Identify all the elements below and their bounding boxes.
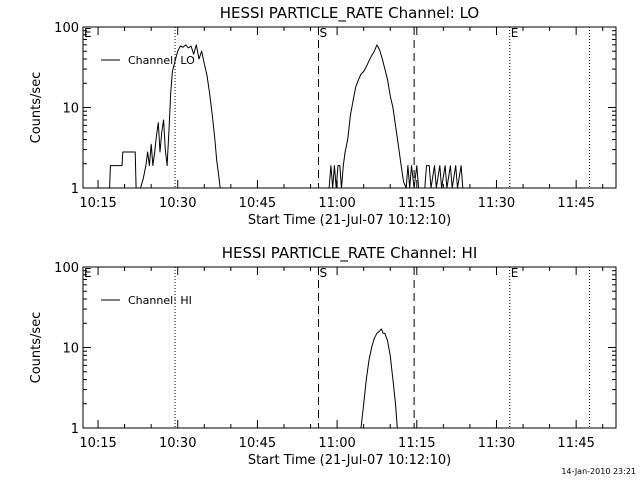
y-axis-label: Counts/sec [29, 72, 44, 144]
x-tick-label: 10:30 [159, 436, 196, 451]
event-marker-label: E [511, 26, 519, 40]
x-tick-label: 11:45 [557, 196, 594, 211]
event-marker-label: S [320, 26, 328, 40]
event-marker-label: E [84, 266, 92, 280]
x-tick-label: 11:30 [478, 436, 515, 451]
x-tick-label: 11:15 [398, 436, 435, 451]
series-line [424, 165, 468, 189]
y-tick-label: 1 [71, 182, 79, 197]
y-tick-label: 10 [62, 102, 79, 117]
y-tick-label: 1 [71, 422, 79, 437]
footer-timestamp: 14-Jan-2010 23:21 [561, 467, 636, 476]
x-tick-label: 11:30 [478, 196, 515, 211]
plot-frame [82, 266, 617, 429]
axis-ticks [83, 26, 616, 189]
chart-panel-1: HESSI PARTICLE_RATE Channel: LO 1 10 100 10:… [29, 4, 617, 228]
y-tick-label: 10 [62, 342, 79, 357]
chart-title: HESSI PARTICLE_RATE Channel: LO [220, 4, 479, 23]
x-tick-label: 10:15 [79, 196, 116, 211]
axis-ticks [83, 266, 616, 429]
series-line [328, 44, 420, 189]
x-tick-label: 11:00 [318, 436, 355, 451]
x-tick-label: 10:45 [239, 196, 276, 211]
x-tick-label: 10:15 [79, 436, 116, 451]
chart-panel-2: HESSI PARTICLE_RATE Channel: HI 1 10 100 10:… [29, 244, 617, 468]
x-axis-label: Start Time (21-Jul-07 10:12:10) [248, 213, 451, 228]
event-marker-label: E [84, 26, 92, 40]
series-line [360, 328, 398, 429]
x-tick-label: 10:45 [239, 436, 276, 451]
x-axis-label: Start Time (21-Jul-07 10:12:10) [248, 453, 451, 468]
chart-title: HESSI PARTICLE_RATE Channel: HI [222, 244, 478, 263]
y-tick-label: 100 [54, 261, 79, 276]
event-marker-label: E [511, 266, 519, 280]
legend-label: Channel: HI [128, 294, 192, 307]
y-axis-label: Counts/sec [29, 312, 44, 384]
x-tick-label: 10:30 [159, 196, 196, 211]
x-tick-label: 11:45 [557, 436, 594, 451]
x-tick-label: 11:15 [398, 196, 435, 211]
x-tick-label: 11:00 [318, 196, 355, 211]
y-tick-label: 100 [54, 21, 79, 36]
event-marker-label: S [320, 266, 328, 280]
plot-frame [82, 26, 617, 189]
series-line [109, 44, 222, 189]
legend-label: Channel: LO [128, 54, 195, 67]
